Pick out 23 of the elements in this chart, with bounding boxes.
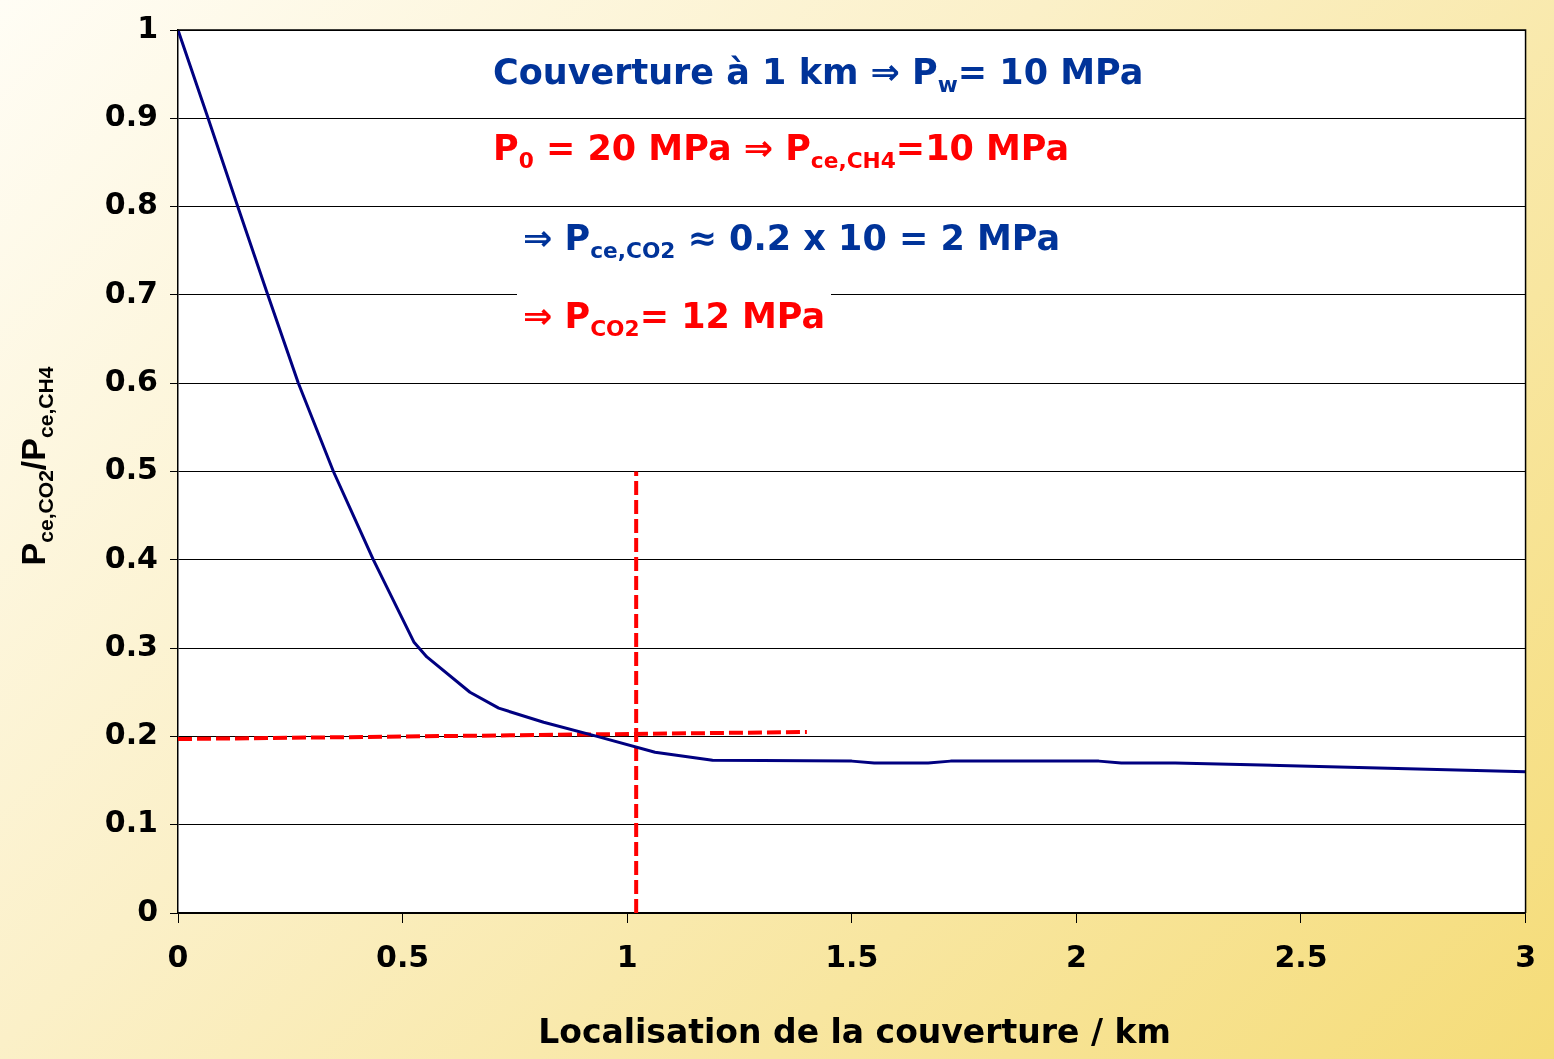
y-tick-label: 0: [137, 892, 158, 928]
x-tick-label: 2.5: [1274, 938, 1328, 974]
y-tick-label: 0.1: [104, 804, 158, 840]
x-tick-label: 2: [1065, 938, 1087, 974]
annotation: Couverture à 1 km ⇒ P$_{w}$= 10 MPa: [487, 46, 1150, 111]
annotation: P$_{0}$ = 20 MPa ⇒ P$_{ce,CH4}$=10 MPa: [487, 122, 1076, 187]
y-tick-label: 0.7: [104, 274, 158, 310]
x-tick-label: 0.5: [376, 938, 430, 974]
y-tick-label: 0.8: [104, 186, 158, 222]
y-tick-label: 0.5: [104, 451, 158, 487]
y-tick-label: 0.2: [104, 716, 158, 752]
annotation: ⇒ P$_{CO2}$= 12 MPa: [517, 290, 832, 355]
y-tick-label: 1: [137, 9, 158, 45]
y-tick-label: 0.3: [104, 627, 158, 663]
y-tick-label: 0.4: [104, 539, 158, 575]
annotation: ⇒ P$_{ce,CO2}$ ≈ 0.2 x 10 = 2 MPa: [517, 212, 1067, 277]
x-tick-label: 0: [167, 938, 189, 974]
x-tick-label: 3: [1515, 938, 1536, 974]
y-tick-label: 0.9: [104, 98, 158, 134]
x-tick-label: 1.5: [825, 938, 879, 974]
x-tick-label: 1: [616, 938, 638, 974]
x-axis-title: Localisation de la couverture / km: [537, 1012, 1172, 1051]
y-tick-label: 0.6: [104, 363, 158, 398]
